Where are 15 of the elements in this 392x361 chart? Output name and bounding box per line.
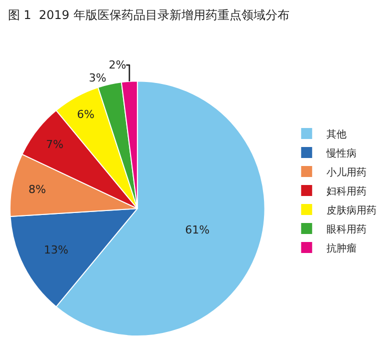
legend-label: 其他 (326, 128, 347, 140)
legend-label: 妇科用药 (326, 185, 367, 198)
legend-label: 慢性病 (326, 147, 357, 160)
legend-label: 眼科用药 (326, 223, 367, 236)
data-label: 8% (28, 182, 46, 196)
data-label: 6% (76, 108, 94, 122)
data-label: 2% (108, 58, 126, 72)
data-label: 13% (44, 243, 68, 256)
data-label: 7% (46, 138, 64, 151)
legend-label: 抗肿瘤 (326, 242, 357, 254)
legend-label: 小儿用药 (326, 166, 367, 178)
data-label: 3% (88, 72, 106, 85)
chart-title: 图 1 2019 年版医保药品目录新增用药重点领域分布 (8, 8, 290, 22)
legend-label: 皮肤病用药 (326, 204, 377, 216)
data-label: 61% (185, 224, 210, 237)
